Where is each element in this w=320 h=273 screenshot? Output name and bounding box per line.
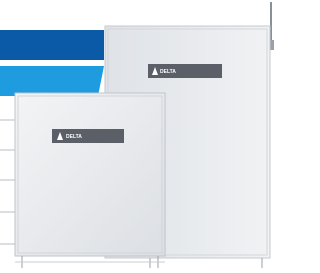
logo-plate: [52, 129, 124, 143]
rack-lines: [0, 120, 15, 244]
product-image: DELTA DELTA: [0, 0, 291, 273]
page: DELTA DELTA (() => { const data = JSON.p…: [0, 0, 320, 273]
logo-text: DELTA: [160, 69, 176, 75]
banner-light: [0, 66, 104, 96]
cabinet-body: [15, 93, 165, 256]
banner-dark: [0, 30, 104, 60]
logo-text: DELTA: [66, 134, 82, 140]
front-cabinet: DELTA: [15, 93, 165, 268]
